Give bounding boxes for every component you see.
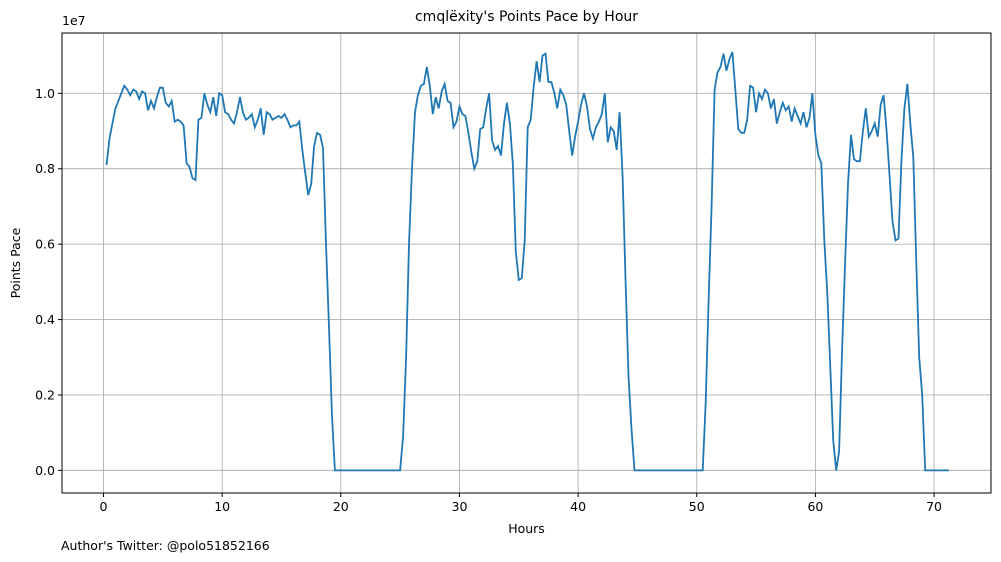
y-axis-label: Points Pace (8, 227, 23, 298)
x-tick-label: 70 (926, 499, 942, 514)
x-gridlines (103, 33, 935, 493)
author-credit: Author's Twitter: @polo51852166 (61, 538, 270, 553)
x-tick-label: 20 (333, 499, 349, 514)
x-axis-ticks: 0 10 20 30 40 50 60 70 (100, 493, 942, 514)
plot-frame (61, 32, 992, 494)
x-tick-label: 60 (807, 499, 823, 514)
x-tick-label: 40 (570, 499, 586, 514)
x-tick-label: 50 (689, 499, 705, 514)
y-tick-label: 0.6 (35, 237, 55, 252)
series-line (105, 51, 949, 472)
y-axis-offset-label: 1e7 (62, 13, 86, 28)
x-tick-label: 0 (100, 499, 108, 514)
y-tick-label: 0.0 (35, 463, 55, 478)
y-tick-label: 1.0 (35, 86, 55, 101)
x-tick-label: 30 (452, 499, 468, 514)
y-axis-ticks: 0.0 0.2 0.4 0.6 0.8 1.0 (35, 86, 62, 478)
chart-title: cmqlëxity's Points Pace by Hour (415, 9, 638, 25)
y-tick-label: 0.8 (35, 161, 55, 176)
y-tick-label: 0.2 (35, 387, 55, 402)
y-tick-label: 0.4 (35, 312, 55, 327)
x-tick-label: 10 (214, 499, 230, 514)
x-axis-label: Hours (508, 521, 545, 536)
